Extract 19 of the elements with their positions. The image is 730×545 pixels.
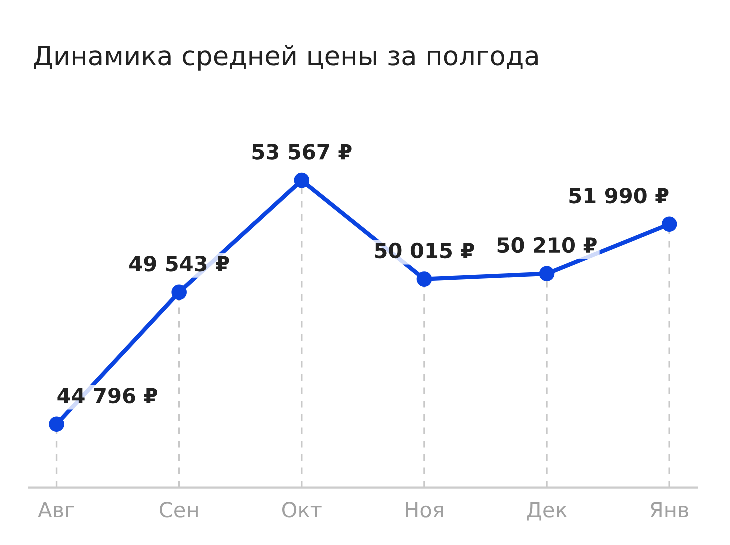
point (416, 272, 432, 287)
point (49, 416, 64, 432)
data-label: 50 015 ₽ (375, 242, 474, 259)
data-label: 51 990 ₽ (570, 188, 669, 204)
data-label: 49 543 ₽ (130, 256, 230, 272)
data-label: 50 210 ₽ (498, 237, 597, 254)
x-tick-label: Окт (282, 502, 322, 518)
point (662, 216, 678, 232)
x-tick-label: Дек (527, 502, 568, 521)
chart-title: Динамика средней цены за полгода (34, 45, 538, 71)
point (172, 284, 187, 300)
data-label: 53 567 ₽ (252, 144, 352, 160)
data-label: 44 796 ₽ (58, 388, 158, 404)
x-tick-label: Сен (160, 502, 198, 518)
point (294, 172, 310, 188)
x-tick-label: Авг (38, 502, 74, 518)
x-tick-label: Янв (650, 502, 689, 518)
x-tick-label: Ноя (406, 502, 444, 518)
point (539, 266, 555, 282)
